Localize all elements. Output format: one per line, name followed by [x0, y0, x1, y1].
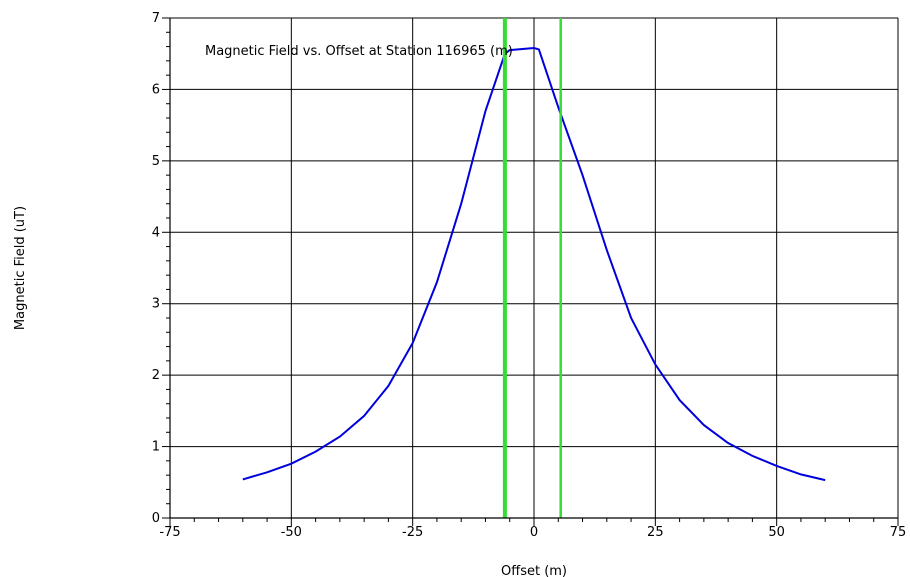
x-tick-label: -75 [159, 525, 180, 540]
chart-title: Magnetic Field vs. Offset at Station 116… [205, 44, 513, 59]
y-tick-label: 2 [152, 368, 160, 383]
y-tick-label: 5 [152, 154, 160, 169]
x-tick-label: 0 [530, 525, 538, 540]
y-tick-label: 6 [152, 82, 160, 97]
x-tick-label: 50 [768, 525, 785, 540]
y-axis-label: Magnetic Field (uT) [13, 206, 28, 330]
y-tick-label: 0 [152, 511, 160, 526]
y-tick-label: 7 [152, 11, 160, 26]
x-tick-label: 75 [890, 525, 907, 540]
x-axis-label: Offset (m) [501, 564, 567, 577]
x-tick-label: -50 [281, 525, 302, 540]
x-tick-label: -25 [402, 525, 423, 540]
magnetic-field-line [242, 46, 826, 482]
x-tick-label: 25 [647, 525, 664, 540]
y-tick-label: 1 [152, 440, 160, 455]
y-tick-label: 3 [152, 297, 160, 312]
y-tick-label: 4 [152, 225, 160, 240]
